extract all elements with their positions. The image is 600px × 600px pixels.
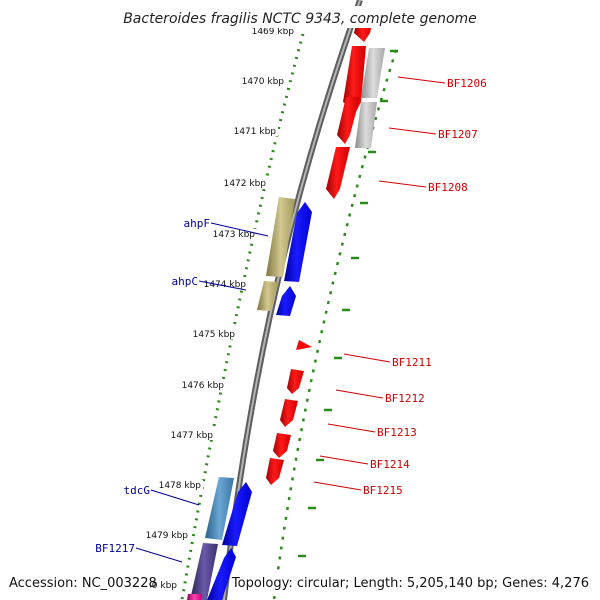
left-gene-labels: ahpF ahpC tdcG BF1217 — [95, 217, 210, 555]
gene-BF1213-arrow[interactable] — [280, 399, 298, 427]
gene-small-red-1[interactable] — [296, 340, 312, 350]
scale-tick-label: 1472 kbp — [224, 179, 267, 189]
scale-tick-label: 1477 kbp — [171, 431, 214, 441]
gene-ahpC-arrow[interactable] — [276, 286, 296, 316]
scale-tick-label: 1469 kbp — [252, 27, 295, 37]
leader-line — [319, 455, 369, 465]
topology-text: Topology: circular; Length: 5,205,140 bp… — [231, 576, 589, 591]
feature-magenta — [187, 594, 202, 600]
accession-backdrop — [0, 572, 150, 594]
scale-tick-label: 1473 kbp — [213, 230, 256, 240]
gene-BF1207-arrow[interactable] — [337, 97, 360, 144]
right-gene-labels: BF1206 BF1207 BF1208 BF1211 BF1212 BF1213 BF12… — [363, 77, 487, 497]
right-scale-line — [272, 49, 398, 600]
gene-BF1212-arrow[interactable] — [287, 369, 304, 394]
gene-label-bf1213[interactable]: BF1213 — [377, 426, 417, 439]
scale-ticks: 1469 kbp 1470 kbp 1471 kbp 1472 kbp 1473 kbp… — [135, 26, 296, 591]
map-title: Bacteroides fragilis NCTC 9343, complete… — [123, 11, 477, 27]
gene-grey-1[interactable] — [361, 48, 385, 98]
gene-label-bf1207[interactable]: BF1207 — [438, 128, 478, 141]
leader-line — [388, 127, 437, 135]
leader-line — [378, 180, 427, 188]
gene-label-bf1206[interactable]: BF1206 — [447, 77, 487, 90]
gene-label-bf1212[interactable]: BF1212 — [385, 392, 425, 405]
label-leader-lines — [135, 76, 446, 563]
feature-tdcG[interactable] — [205, 477, 234, 540]
leader-line — [343, 353, 391, 363]
scale-tick-label: 1475 kbp — [193, 330, 236, 340]
scale-tick-label: 1476 kbp — [182, 381, 225, 391]
leader-line — [135, 547, 183, 563]
topology-backdrop — [255, 572, 600, 594]
gene-label-ahpc[interactable]: ahpC — [172, 275, 199, 288]
gene-label-bf1215[interactable]: BF1215 — [363, 484, 403, 497]
right-tick-marks — [298, 49, 398, 558]
gene-label-bf1211[interactable]: BF1211 — [392, 356, 432, 369]
gene-BF1215-arrow[interactable] — [266, 458, 284, 485]
gene-tdcG-arrow[interactable] — [222, 482, 252, 546]
leader-line — [198, 280, 247, 291]
gene-label-ahpf[interactable]: ahpF — [184, 217, 211, 230]
gene-label-bf1217[interactable]: BF1217 — [95, 542, 135, 555]
feature-BF1217[interactable] — [190, 543, 218, 600]
gene-BF1206-arrow[interactable] — [343, 46, 366, 112]
gene-BF1208-arrow[interactable] — [326, 147, 350, 199]
leader-line — [327, 423, 376, 433]
leader-line — [335, 389, 384, 399]
gene-BF1217-arrow[interactable] — [207, 548, 236, 600]
gene-label-bf1214[interactable]: BF1214 — [370, 458, 410, 471]
accession-text: Accession: NC_003228 — [9, 576, 157, 591]
gene-ahpF-arrow[interactable] — [284, 202, 312, 282]
leader-line — [150, 489, 200, 506]
scale-tick-label: 1480 kbp — [135, 581, 178, 591]
gene-grey-2[interactable] — [355, 102, 377, 148]
leader-line — [210, 222, 269, 237]
leader-line — [313, 481, 362, 491]
gene-BF1214-arrow[interactable] — [273, 433, 291, 458]
feature-ahpF[interactable] — [266, 197, 295, 277]
scale-tick-label: 1479 kbp — [146, 531, 189, 541]
gene-label-bf1208[interactable]: BF1208 — [428, 181, 468, 194]
left-scale-line — [180, 33, 305, 600]
scale-tick-label: 1474 kbp — [204, 280, 247, 290]
feature-ahpC[interactable] — [257, 281, 278, 311]
scale-tick-label: 1478 kbp — [159, 481, 202, 491]
leader-line — [397, 76, 446, 84]
title-backdrop — [120, 6, 480, 28]
scale-tick-label: 1470 kbp — [242, 77, 285, 87]
scale-tick-label: 1471 kbp — [234, 127, 277, 137]
gene-label-tdcg[interactable]: tdcG — [124, 484, 151, 497]
